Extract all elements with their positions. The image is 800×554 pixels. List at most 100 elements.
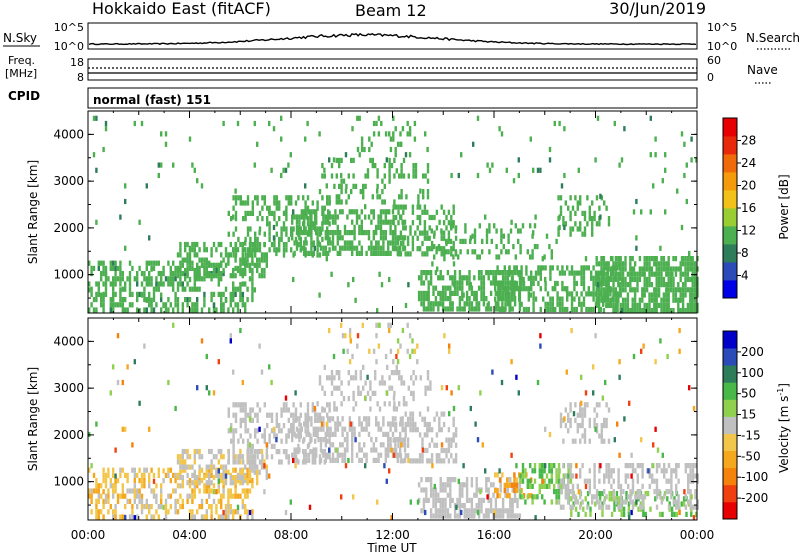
heatmap-cell [450, 220, 453, 226]
heatmap-cell [384, 230, 387, 236]
heatmap-cell [148, 291, 151, 297]
heatmap-cell [693, 302, 697, 308]
heatmap-cell [322, 452, 325, 458]
heatmap-cell [150, 467, 153, 473]
heatmap-cell [365, 426, 368, 432]
heatmap-cell [451, 275, 454, 281]
heatmap-cell [249, 433, 252, 439]
heatmap-cell [357, 390, 360, 396]
heatmap-cell [290, 226, 293, 232]
heatmap-cell [501, 285, 505, 291]
heatmap-cell [398, 375, 401, 381]
heatmap-cell [251, 286, 254, 292]
heatmap-cell [641, 308, 644, 314]
colorbar-swatch [723, 467, 737, 486]
heatmap-cell [516, 270, 519, 276]
heatmap-cell [291, 235, 294, 241]
heatmap-cell [392, 115, 395, 121]
heatmap-cell [458, 280, 462, 286]
heatmap-cell [272, 126, 276, 132]
heatmap-cell [443, 333, 446, 339]
heatmap-cell [498, 126, 501, 132]
heatmap-cell [172, 488, 175, 494]
heatmap-cell [515, 265, 518, 271]
heatmap-cell [311, 407, 314, 413]
heatmap-cell [634, 494, 637, 500]
heatmap-cell [328, 247, 331, 253]
heatmap-cell [614, 271, 618, 277]
heatmap-cell [655, 489, 659, 495]
heatmap-cell [520, 275, 523, 281]
heatmap-cell [316, 252, 319, 258]
heatmap-cell [364, 463, 367, 469]
heatmap-cell [432, 487, 435, 493]
heatmap-cell [446, 482, 450, 488]
heatmap-cell [315, 426, 318, 432]
heatmap-cell [140, 493, 144, 499]
heatmap-cell [461, 285, 464, 291]
heatmap-cell [663, 494, 666, 500]
heatmap-cell [205, 247, 208, 253]
heatmap-cell [359, 375, 362, 381]
heatmap-cell [684, 292, 687, 298]
heatmap-cell [669, 308, 673, 314]
heatmap-cell [629, 499, 632, 505]
heatmap-cell [414, 168, 418, 174]
heatmap-cell [482, 497, 486, 503]
heatmap-cell [508, 301, 511, 307]
heatmap-cell [249, 449, 252, 455]
heatmap-cell [392, 230, 395, 236]
heatmap-cell [275, 221, 278, 227]
heatmap-cell [229, 480, 232, 486]
heatmap-cell [157, 281, 160, 287]
heatmap-cell [232, 252, 235, 258]
heatmap-cell [294, 200, 298, 206]
heatmap-cell [193, 167, 196, 173]
heatmap-cell [696, 504, 699, 510]
heatmap-cell [203, 241, 206, 248]
heatmap-cell [689, 504, 692, 510]
heatmap-cell [499, 482, 502, 488]
heatmap-cell [210, 252, 213, 258]
heatmap-cell [398, 194, 401, 200]
heatmap-cell [588, 478, 591, 484]
heatmap-cell [387, 447, 390, 453]
heatmap-cell [531, 468, 534, 474]
heatmap-cell [655, 256, 658, 262]
heatmap-cell [152, 297, 156, 303]
heatmap-cell [434, 497, 438, 503]
heatmap-cell [459, 249, 462, 255]
heatmap-cell [600, 428, 603, 434]
heatmap-cell [244, 302, 247, 308]
heatmap-cell [184, 467, 187, 473]
heatmap-cell [477, 301, 481, 307]
heatmap-cell [655, 463, 659, 469]
heatmap-cell [241, 480, 244, 486]
heatmap-cell [131, 302, 134, 308]
heatmap-cell [631, 276, 634, 282]
heatmap-cell [434, 487, 438, 493]
heatmap-cell [104, 498, 108, 504]
heatmap-cell [383, 380, 386, 386]
heatmap-cell [585, 306, 588, 313]
heatmap-cell [440, 204, 443, 210]
heatmap-cell [570, 265, 574, 271]
heatmap-cell [689, 302, 692, 308]
heatmap-cell [256, 200, 259, 206]
heatmap-cell [663, 463, 666, 469]
heatmap-cell [612, 271, 615, 277]
heatmap-cell [294, 463, 297, 469]
heatmap-cell [365, 421, 368, 427]
heatmap-cell [550, 468, 553, 474]
heatmap-cell [291, 219, 294, 225]
heatmap-cell [387, 219, 390, 225]
heatmap-cell [208, 480, 211, 486]
heatmap-cell [394, 416, 397, 422]
heatmap-cell [232, 297, 235, 303]
heatmap-cell [256, 236, 259, 242]
heatmap-cell [561, 270, 564, 276]
heatmap-cell [256, 216, 259, 222]
heatmap-cell [419, 375, 422, 381]
heatmap-cell [532, 296, 535, 302]
heatmap-cell [442, 458, 446, 464]
